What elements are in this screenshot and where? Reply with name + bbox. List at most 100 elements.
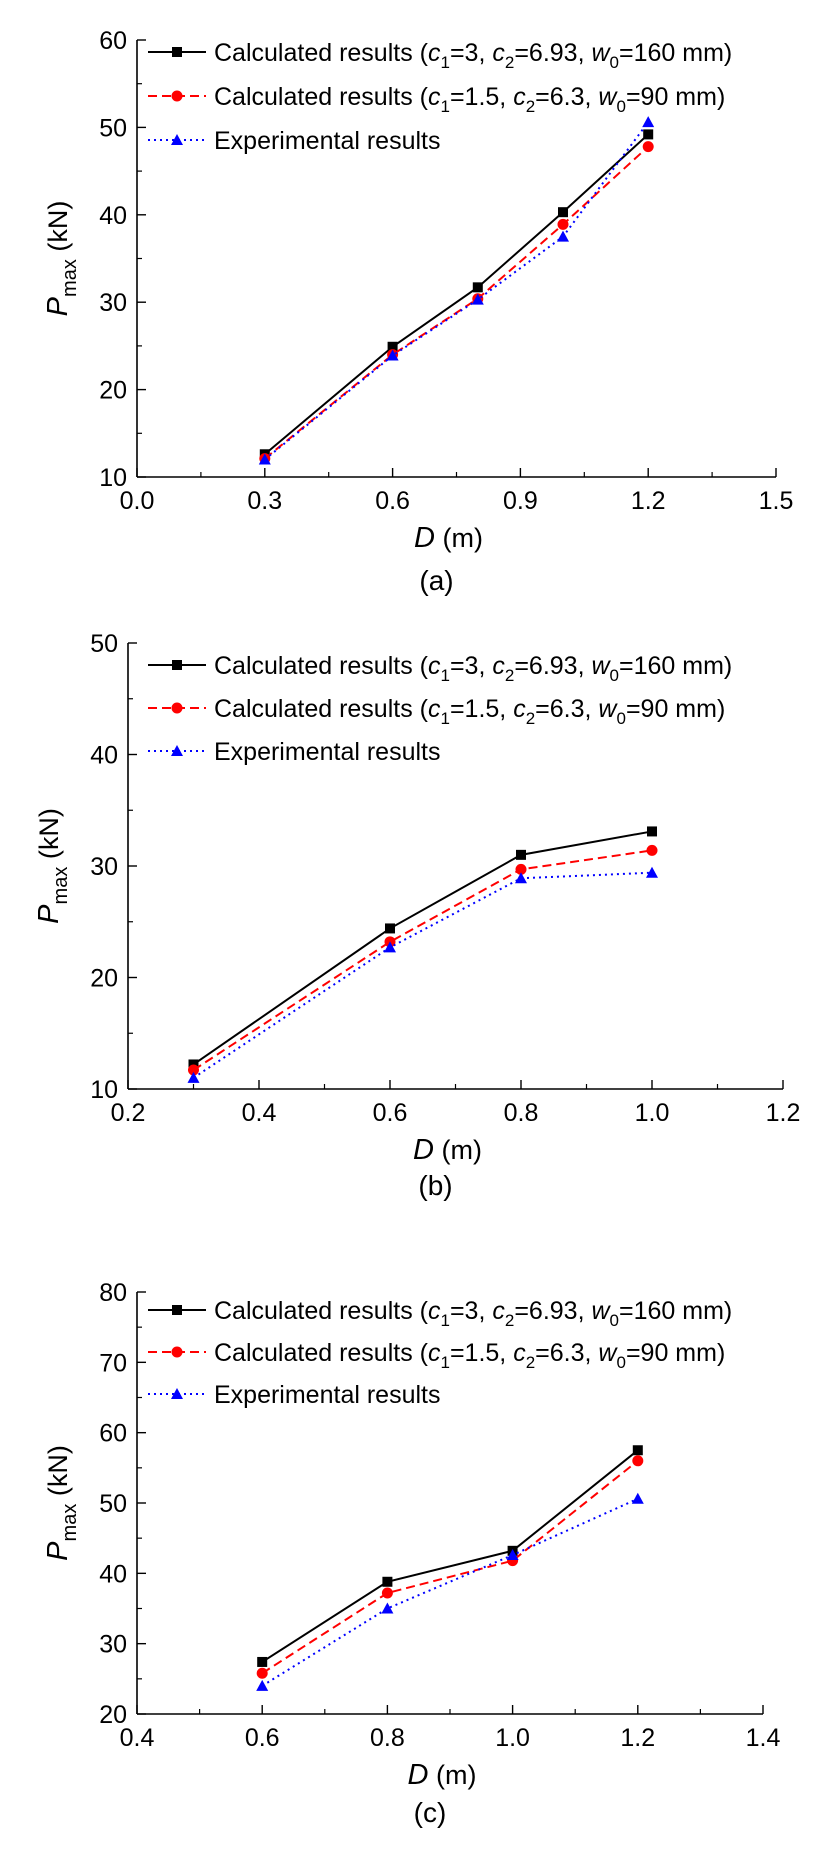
- series-line: [261, 1460, 639, 1675]
- legend-label: Calculated results (c1=1.5, c2=6.3, w0=9…: [214, 83, 725, 116]
- y-tick-label: 50: [99, 114, 127, 142]
- y-tick-label: 70: [99, 1349, 127, 1377]
- x-tick-label: 1.2: [631, 487, 666, 515]
- data-point: [557, 218, 569, 230]
- data-point: [257, 1656, 268, 1667]
- x-axis-label: D (m): [414, 522, 483, 554]
- data-point: [258, 453, 271, 465]
- x-tick-label: 0.4: [242, 1099, 277, 1127]
- data-point: [384, 941, 396, 953]
- y-axis-label: Pmax (kN): [42, 201, 81, 317]
- legend-marker: [171, 134, 183, 145]
- legend-marker: [171, 1346, 183, 1358]
- y-tick-label: 20: [90, 965, 118, 993]
- data-point: [506, 1549, 519, 1561]
- x-tick-label: 0.9: [503, 487, 538, 515]
- y-tick-label: 40: [90, 742, 118, 770]
- y-tick-label: 50: [99, 1490, 127, 1518]
- x-tick-label: 0.4: [120, 1724, 155, 1752]
- x-tick-label: 1.2: [766, 1099, 801, 1127]
- y-tick-label: 20: [99, 1701, 127, 1729]
- data-point: [646, 844, 658, 856]
- legend-label: Calculated results (c1=3, c2=6.93, w0=16…: [214, 652, 732, 685]
- data-point: [382, 1576, 393, 1587]
- x-tick-label: 0.8: [504, 1099, 539, 1127]
- y-tick-label: 60: [99, 27, 127, 55]
- data-point: [381, 1602, 394, 1614]
- legend-label: Calculated results (c1=3, c2=6.93, w0=16…: [214, 1297, 732, 1330]
- data-point: [642, 116, 655, 128]
- data-point: [515, 872, 527, 884]
- x-axis-label: D (m): [408, 1759, 477, 1791]
- legend-marker: [171, 90, 183, 102]
- data-point: [516, 849, 526, 860]
- data-point: [471, 293, 484, 305]
- x-tick-label: 0.6: [373, 1099, 408, 1127]
- y-tick-label: 20: [99, 377, 127, 405]
- legend-label: Calculated results (c1=1.5, c2=6.3, w0=9…: [214, 1339, 725, 1372]
- data-point: [515, 863, 527, 875]
- series-line: [261, 1449, 639, 1663]
- series-line: [192, 849, 653, 1071]
- x-tick-label: 0.3: [247, 487, 282, 515]
- data-point: [632, 1445, 643, 1456]
- x-tick-label: 1.2: [620, 1724, 655, 1752]
- x-tick-label: 0.8: [370, 1724, 405, 1752]
- data-point: [387, 341, 398, 352]
- data-point: [646, 866, 658, 878]
- data-point: [188, 1059, 199, 1070]
- y-tick-label: 80: [99, 1279, 127, 1307]
- x-axis-label: D (m): [413, 1134, 482, 1166]
- data-point: [642, 141, 654, 153]
- y-tick-label: 40: [99, 202, 127, 230]
- y-tick-label: 40: [99, 1560, 127, 1588]
- legend-label: Experimental results: [214, 1381, 440, 1409]
- x-tick-label: 1.4: [746, 1724, 781, 1752]
- series-line: [261, 1497, 639, 1687]
- series-line: [264, 121, 650, 461]
- panel-label: (a): [419, 565, 453, 596]
- data-point: [385, 923, 395, 934]
- data-point: [381, 1587, 393, 1599]
- y-tick-label: 60: [99, 1420, 127, 1448]
- x-tick-label: 1.0: [635, 1099, 670, 1127]
- legend-marker: [172, 1305, 182, 1315]
- y-tick-label: 30: [99, 1631, 127, 1659]
- legend-marker: [171, 745, 183, 756]
- data-point: [632, 1455, 644, 1467]
- y-tick-label: 10: [90, 1076, 118, 1104]
- y-axis-label: Pmax (kN): [42, 1445, 81, 1561]
- data-point: [472, 282, 483, 293]
- legend-label: Experimental results: [214, 127, 440, 155]
- y-tick-label: 10: [99, 464, 127, 492]
- legend-label: Experimental results: [214, 738, 440, 766]
- x-tick-label: 0.2: [111, 1099, 146, 1127]
- legend-marker: [172, 660, 182, 670]
- x-tick-label: 1.0: [495, 1724, 530, 1752]
- y-tick-label: 30: [90, 853, 118, 881]
- data-point: [558, 207, 568, 218]
- data-point: [647, 826, 657, 837]
- legend-label: Calculated results (c1=3, c2=6.93, w0=16…: [214, 39, 732, 72]
- legend-label: Calculated results (c1=1.5, c2=6.3, w0=9…: [214, 695, 725, 728]
- data-point: [631, 1492, 644, 1504]
- x-tick-label: 0.0: [120, 487, 155, 515]
- x-tick-label: 0.6: [245, 1724, 280, 1752]
- y-tick-label: 30: [99, 289, 127, 317]
- data-point: [256, 1667, 268, 1679]
- legend-marker: [172, 47, 182, 57]
- series-line: [192, 871, 653, 1079]
- legend-marker: [171, 1388, 183, 1399]
- y-axis-label: Pmax (kN): [33, 808, 72, 924]
- legend-marker: [171, 702, 183, 714]
- chart-panel: 0.2 0.4 0.6 0.8 1.0 1.2 10 20 30 40 50 D (m) Pmax (k…: [33, 630, 800, 1201]
- y-tick-label: 50: [90, 630, 118, 658]
- data-point: [188, 1064, 199, 1076]
- data-point: [386, 349, 399, 361]
- chart-panel: 0.0 0.3 0.6 0.9 1.2 1.5 10 20 30 40 50 60 D (m) Pmax …: [42, 27, 793, 596]
- data-point: [557, 230, 569, 242]
- data-point: [187, 1071, 200, 1083]
- panel-label: (c): [414, 1797, 447, 1828]
- panel-label: (b): [418, 1170, 452, 1201]
